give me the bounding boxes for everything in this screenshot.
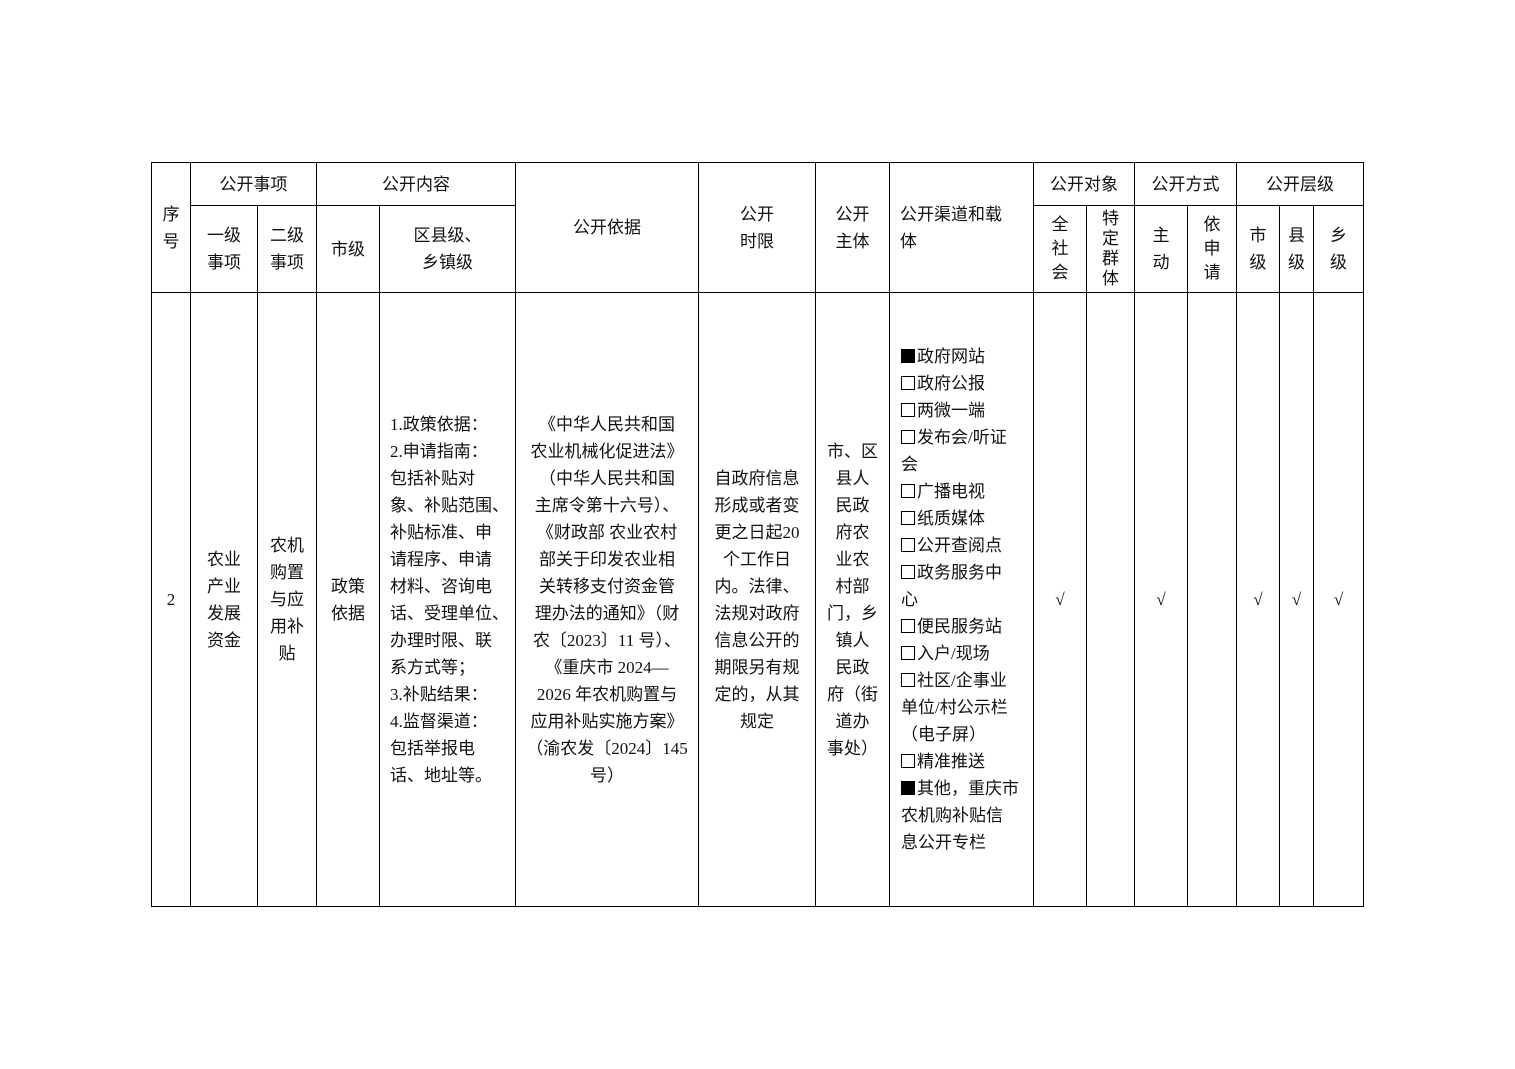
channel-label: 公开查阅点 xyxy=(917,536,1002,555)
header-target-all: 全 社 会 xyxy=(1033,205,1087,293)
channel-label: 社区/企事业 单位/村公示栏 （电子屏） xyxy=(901,671,1008,744)
unchecked-box-icon xyxy=(901,430,915,444)
channel-label: 政务服务中 心 xyxy=(901,563,1002,609)
channel-label: 纸质媒体 xyxy=(917,509,985,528)
channel-label: 政府网站 xyxy=(917,347,985,366)
channel-label: 精准推送 xyxy=(917,752,985,771)
header-matter: 公开事项 xyxy=(190,162,317,206)
unchecked-box-icon xyxy=(901,484,915,498)
header-level-county: 县 级 xyxy=(1279,205,1314,293)
header-content-county: 区县级、 乡镇级 xyxy=(379,205,516,293)
header-seq: 序 号 xyxy=(151,162,191,293)
cell-matter-l2: 农机 购置 与应 用补 贴 xyxy=(257,292,317,907)
channel-label: 其他，重庆市 农机购补贴信 息公开专栏 xyxy=(901,779,1019,852)
header-level: 公开层级 xyxy=(1236,162,1364,206)
channel-label: 发布会/听证 会 xyxy=(901,428,1007,474)
header-matter-l2: 二级 事项 xyxy=(257,205,317,293)
cell-level-county: √ xyxy=(1279,292,1314,907)
channel-item: 便民服务站 xyxy=(901,613,1033,640)
checked-box-icon xyxy=(901,781,915,795)
unchecked-box-icon xyxy=(901,619,915,633)
channel-item: 入户/现场 xyxy=(901,640,1033,667)
channel-item: 广播电视 xyxy=(901,478,1033,505)
header-method-active: 主 动 xyxy=(1134,205,1188,293)
header-time-limit: 公开 时限 xyxy=(698,162,816,293)
channel-item: 发布会/听证 会 xyxy=(901,424,1033,478)
header-matter-l1: 一级 事项 xyxy=(190,205,258,293)
unchecked-box-icon xyxy=(901,754,915,768)
cell-time-limit: 自政府信息 形成或者变 更之日起20 个工作日 内。法律、 法规对政府 信息公开… xyxy=(698,292,816,907)
header-level-town: 乡 级 xyxy=(1313,205,1364,293)
cell-seq: 2 xyxy=(151,292,191,907)
unchecked-box-icon xyxy=(901,538,915,552)
checked-box-icon xyxy=(901,349,915,363)
cell-content-county: 1.政策依据： 2.申请指南： 包括补贴对 象、补贴范围、 补贴标准、申 请程序… xyxy=(379,292,516,907)
cell-level-town: √ xyxy=(1313,292,1364,907)
unchecked-box-icon xyxy=(901,376,915,390)
channel-label: 入户/现场 xyxy=(917,644,990,663)
table-row: 2 农业 产业 发展 资金 农机 购置 与应 用补 贴 政策 依据 1.政策依据… xyxy=(151,292,1364,907)
unchecked-box-icon xyxy=(901,403,915,417)
cell-content-city: 政策 依据 xyxy=(316,292,380,907)
channel-item: 政府公报 xyxy=(901,370,1033,397)
unchecked-box-icon xyxy=(901,565,915,579)
cell-target-specific xyxy=(1086,292,1135,907)
channel-label: 政府公报 xyxy=(917,374,985,393)
channel-label: 广播电视 xyxy=(917,482,985,501)
unchecked-box-icon xyxy=(901,646,915,660)
header-basis: 公开依据 xyxy=(515,162,699,293)
unchecked-box-icon xyxy=(901,511,915,525)
header-level-city: 市 级 xyxy=(1236,205,1280,293)
cell-basis: 《中华人民共和国 农业机械化促进法》 （中华人民共和国 主席令第十六号）、 《财… xyxy=(515,292,699,907)
channel-item: 纸质媒体 xyxy=(901,505,1033,532)
header-subject: 公开 主体 xyxy=(815,162,890,293)
channel-label: 便民服务站 xyxy=(917,617,1002,636)
channel-item: 社区/企事业 单位/村公示栏 （电子屏） xyxy=(901,667,1033,748)
channel-item: 精准推送 xyxy=(901,748,1033,775)
cell-method-request xyxy=(1187,292,1237,907)
channel-item: 其他，重庆市 农机购补贴信 息公开专栏 xyxy=(901,775,1033,856)
cell-target-all: √ xyxy=(1033,292,1087,907)
disclosure-table: 序 号 公开事项 公开内容 公开依据 公开 时限 公开 主体 公开渠道和载 体 … xyxy=(151,162,1364,907)
channel-list: 政府网站政府公报两微一端发布会/听证 会广播电视纸质媒体公开查阅点政务服务中 心… xyxy=(901,343,1033,856)
header-method: 公开方式 xyxy=(1134,162,1237,206)
channel-item: 两微一端 xyxy=(901,397,1033,424)
cell-level-city: √ xyxy=(1236,292,1280,907)
header-target-specific: 特 定 群 体 xyxy=(1086,205,1135,293)
cell-matter-l1: 农业 产业 发展 资金 xyxy=(190,292,258,907)
header-channel: 公开渠道和载 体 xyxy=(889,162,1034,293)
channel-label: 两微一端 xyxy=(917,401,985,420)
header-content: 公开内容 xyxy=(316,162,516,206)
unchecked-box-icon xyxy=(901,673,915,687)
header-method-request: 依 申 请 xyxy=(1187,205,1237,293)
cell-subject: 市、区 县人 民政 府农 业农 村部 门，乡 镇人 民政 府（街 道办 事处） xyxy=(815,292,890,907)
cell-method-active: √ xyxy=(1134,292,1188,907)
header-content-city: 市级 xyxy=(316,205,380,293)
channel-item: 政府网站 xyxy=(901,343,1033,370)
cell-channels: 政府网站政府公报两微一端发布会/听证 会广播电视纸质媒体公开查阅点政务服务中 心… xyxy=(889,292,1034,907)
channel-item: 公开查阅点 xyxy=(901,532,1033,559)
header-target: 公开对象 xyxy=(1033,162,1135,206)
channel-item: 政务服务中 心 xyxy=(901,559,1033,613)
